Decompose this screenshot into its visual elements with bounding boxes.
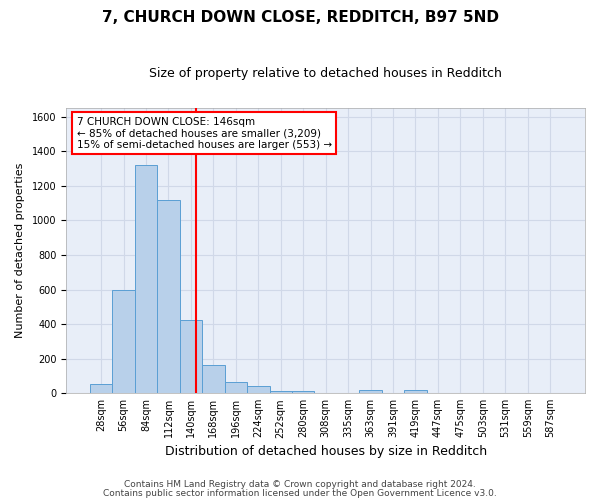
- Bar: [269, 390, 292, 393]
- Bar: [404, 390, 427, 393]
- X-axis label: Distribution of detached houses by size in Redditch: Distribution of detached houses by size …: [164, 444, 487, 458]
- Text: Contains public sector information licensed under the Open Government Licence v3: Contains public sector information licen…: [103, 489, 497, 498]
- Text: 7 CHURCH DOWN CLOSE: 146sqm
← 85% of detached houses are smaller (3,209)
15% of : 7 CHURCH DOWN CLOSE: 146sqm ← 85% of det…: [77, 116, 332, 150]
- Title: Size of property relative to detached houses in Redditch: Size of property relative to detached ho…: [149, 68, 502, 80]
- Bar: [247, 386, 269, 393]
- Bar: [179, 320, 202, 393]
- Bar: [224, 382, 247, 393]
- Text: 7, CHURCH DOWN CLOSE, REDDITCH, B97 5ND: 7, CHURCH DOWN CLOSE, REDDITCH, B97 5ND: [101, 10, 499, 25]
- Bar: [135, 165, 157, 393]
- Bar: [112, 290, 135, 393]
- Text: Contains HM Land Registry data © Crown copyright and database right 2024.: Contains HM Land Registry data © Crown c…: [124, 480, 476, 489]
- Bar: [359, 390, 382, 393]
- Y-axis label: Number of detached properties: Number of detached properties: [15, 163, 25, 338]
- Bar: [292, 392, 314, 393]
- Bar: [202, 364, 224, 393]
- Bar: [157, 200, 179, 393]
- Bar: [90, 384, 112, 393]
